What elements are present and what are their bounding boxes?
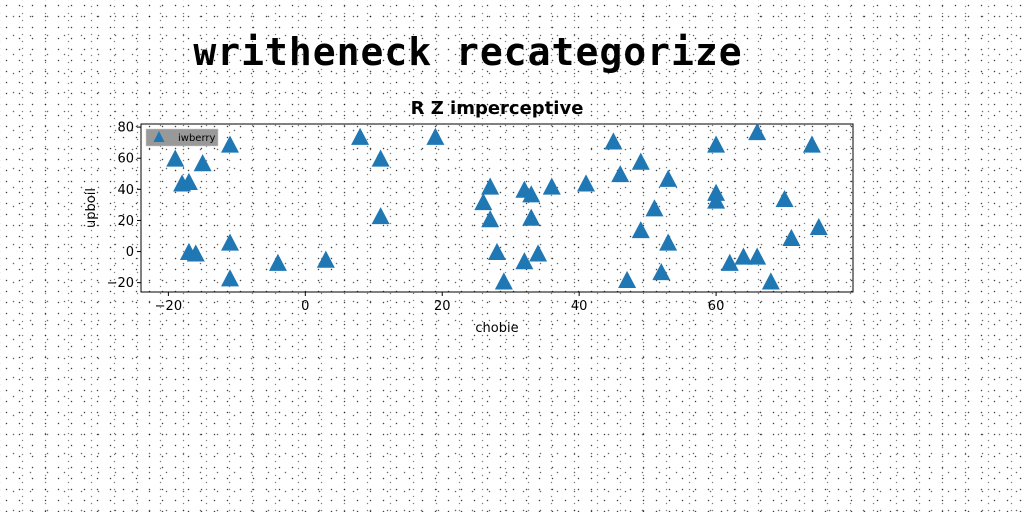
data-point: [631, 221, 650, 239]
data-point: [720, 253, 739, 271]
data-point: [809, 217, 828, 236]
y-tick-label: 0: [126, 245, 134, 260]
data-point: [707, 135, 726, 153]
y-tick-label: 40: [117, 183, 134, 198]
data-point: [542, 177, 561, 195]
data-point: [522, 185, 541, 203]
y-tick-label: 20: [117, 214, 134, 229]
data-point: [775, 189, 794, 208]
data-point: [618, 270, 637, 288]
legend-marker-triangle-icon: [153, 131, 165, 142]
data-point: [604, 132, 623, 150]
data-point: [631, 152, 650, 170]
y-tick-label: 60: [117, 152, 134, 167]
data-point: [221, 135, 239, 153]
data-point: [426, 127, 445, 145]
x-tick-label: 60: [708, 299, 725, 314]
legend: iwberry: [145, 128, 219, 147]
data-point: [802, 135, 821, 153]
data-point: [481, 177, 500, 195]
page-title: writheneck recategorize: [193, 30, 743, 74]
x-tick-label: 20: [434, 299, 451, 314]
data-point: [474, 193, 493, 211]
data-point: [529, 244, 548, 262]
y-tick-label: −20: [107, 276, 134, 291]
data-point: [761, 272, 780, 290]
data-point: [748, 247, 767, 265]
data-point: [186, 244, 205, 262]
data-point: [371, 207, 390, 225]
data-point: [515, 252, 534, 270]
data-point: [268, 253, 287, 271]
data-point: [488, 242, 506, 260]
y-tick-label: 80: [117, 121, 134, 136]
data-point: [652, 263, 671, 281]
chart-title: R Z imperceptive: [411, 98, 584, 119]
data-point: [734, 247, 753, 265]
plot-area: [140, 123, 854, 293]
legend-entry-label: iwberry: [178, 133, 216, 144]
data-point: [221, 269, 239, 287]
data-point: [659, 169, 678, 187]
data-point: [316, 250, 335, 268]
x-tick-label: 40: [571, 299, 588, 314]
data-point: [748, 123, 767, 141]
data-point: [179, 172, 198, 190]
y-axis-label: upboil: [84, 188, 99, 228]
scatter-markers: [166, 123, 828, 290]
data-point: [221, 233, 239, 251]
data-point: [351, 127, 370, 145]
data-point: [166, 149, 185, 167]
data-point: [577, 174, 595, 192]
data-point: [645, 199, 664, 217]
data-point: [707, 191, 726, 209]
data-point: [193, 154, 212, 172]
data-point: [494, 272, 513, 290]
data-point: [659, 233, 678, 251]
x-axis-label: chobie: [475, 321, 518, 336]
x-tick-label: 0: [301, 299, 309, 314]
x-tick-label: −20: [155, 299, 182, 314]
data-point: [371, 149, 390, 167]
x-axis: −20 0 20 40 60: [155, 292, 725, 314]
y-axis: −20 0 20 40 60 80: [107, 121, 141, 291]
data-point: [782, 228, 801, 246]
data-point: [481, 210, 500, 228]
data-point: [611, 165, 630, 183]
data-point: [522, 208, 541, 226]
